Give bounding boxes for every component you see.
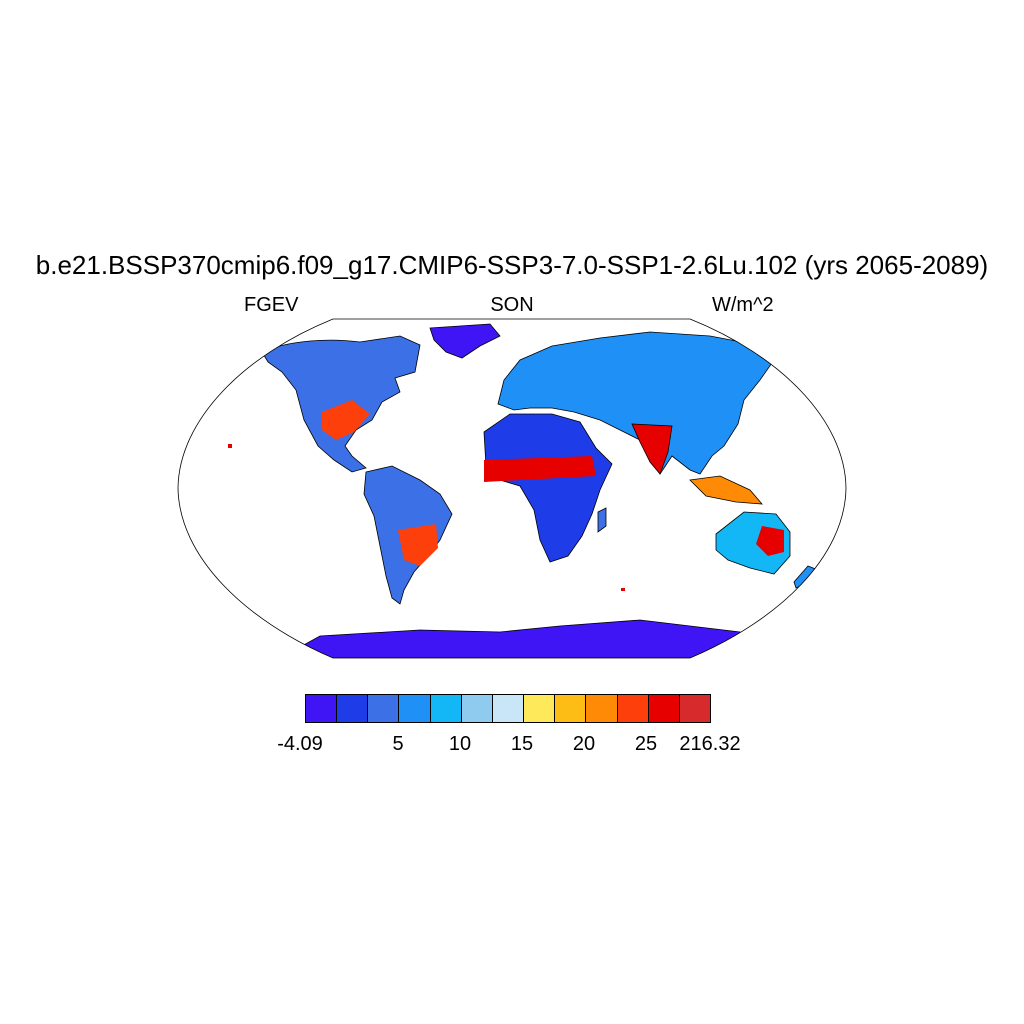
colorbar-box — [679, 695, 711, 722]
season-label: SON — [490, 294, 534, 316]
units-label: W/m^2 — [712, 294, 774, 316]
colorbar-tick-label: 25 — [634, 733, 658, 755]
colorbar-tick-label: 216.32 — [679, 733, 741, 755]
colorbar-box — [337, 695, 369, 722]
colorbar-box — [306, 695, 338, 722]
colorbar-tick-label: -4.09 — [277, 733, 323, 755]
africa-land — [483, 413, 613, 563]
india-land — [631, 423, 673, 475]
north-america-land — [261, 335, 421, 473]
map-title: b.e21.BSSP370cmip6.f09_g17.CMIP6-SSP3-7.… — [35, 250, 989, 280]
colorbar-tick-label: 15 — [510, 733, 534, 755]
hawaii-land — [228, 444, 232, 448]
colorbar-box — [586, 695, 618, 722]
colorbar-tick-label: 10 — [448, 733, 472, 755]
colorbar-box — [492, 695, 525, 722]
madagascar-land — [597, 507, 607, 533]
colorbar-tick-label: 5 — [392, 733, 404, 755]
south-america-hotspot — [398, 524, 438, 566]
colorbar-box — [524, 695, 556, 722]
colorbar-box — [648, 695, 680, 722]
colorbar-box — [399, 695, 431, 722]
colorbar-tick-label: 20 — [572, 733, 596, 755]
island-marker — [621, 588, 625, 591]
colorbar-box — [461, 695, 493, 722]
colorbar-box — [555, 695, 587, 722]
southeast-asia-land — [689, 475, 763, 505]
colorbar-box — [368, 695, 400, 722]
colorbar — [305, 694, 711, 723]
colorbar-box — [617, 695, 649, 722]
australia-land — [715, 511, 791, 575]
greenland-land — [429, 323, 501, 359]
colorbar-box — [430, 695, 462, 722]
eurasia-land — [497, 331, 775, 475]
map-border — [177, 318, 847, 659]
australia-east-hotspot — [756, 526, 784, 556]
north-america-hotspot — [322, 400, 370, 440]
sahel-band — [484, 456, 596, 482]
variable-label: FGEV — [244, 294, 299, 316]
antarctica-land — [279, 619, 761, 658]
